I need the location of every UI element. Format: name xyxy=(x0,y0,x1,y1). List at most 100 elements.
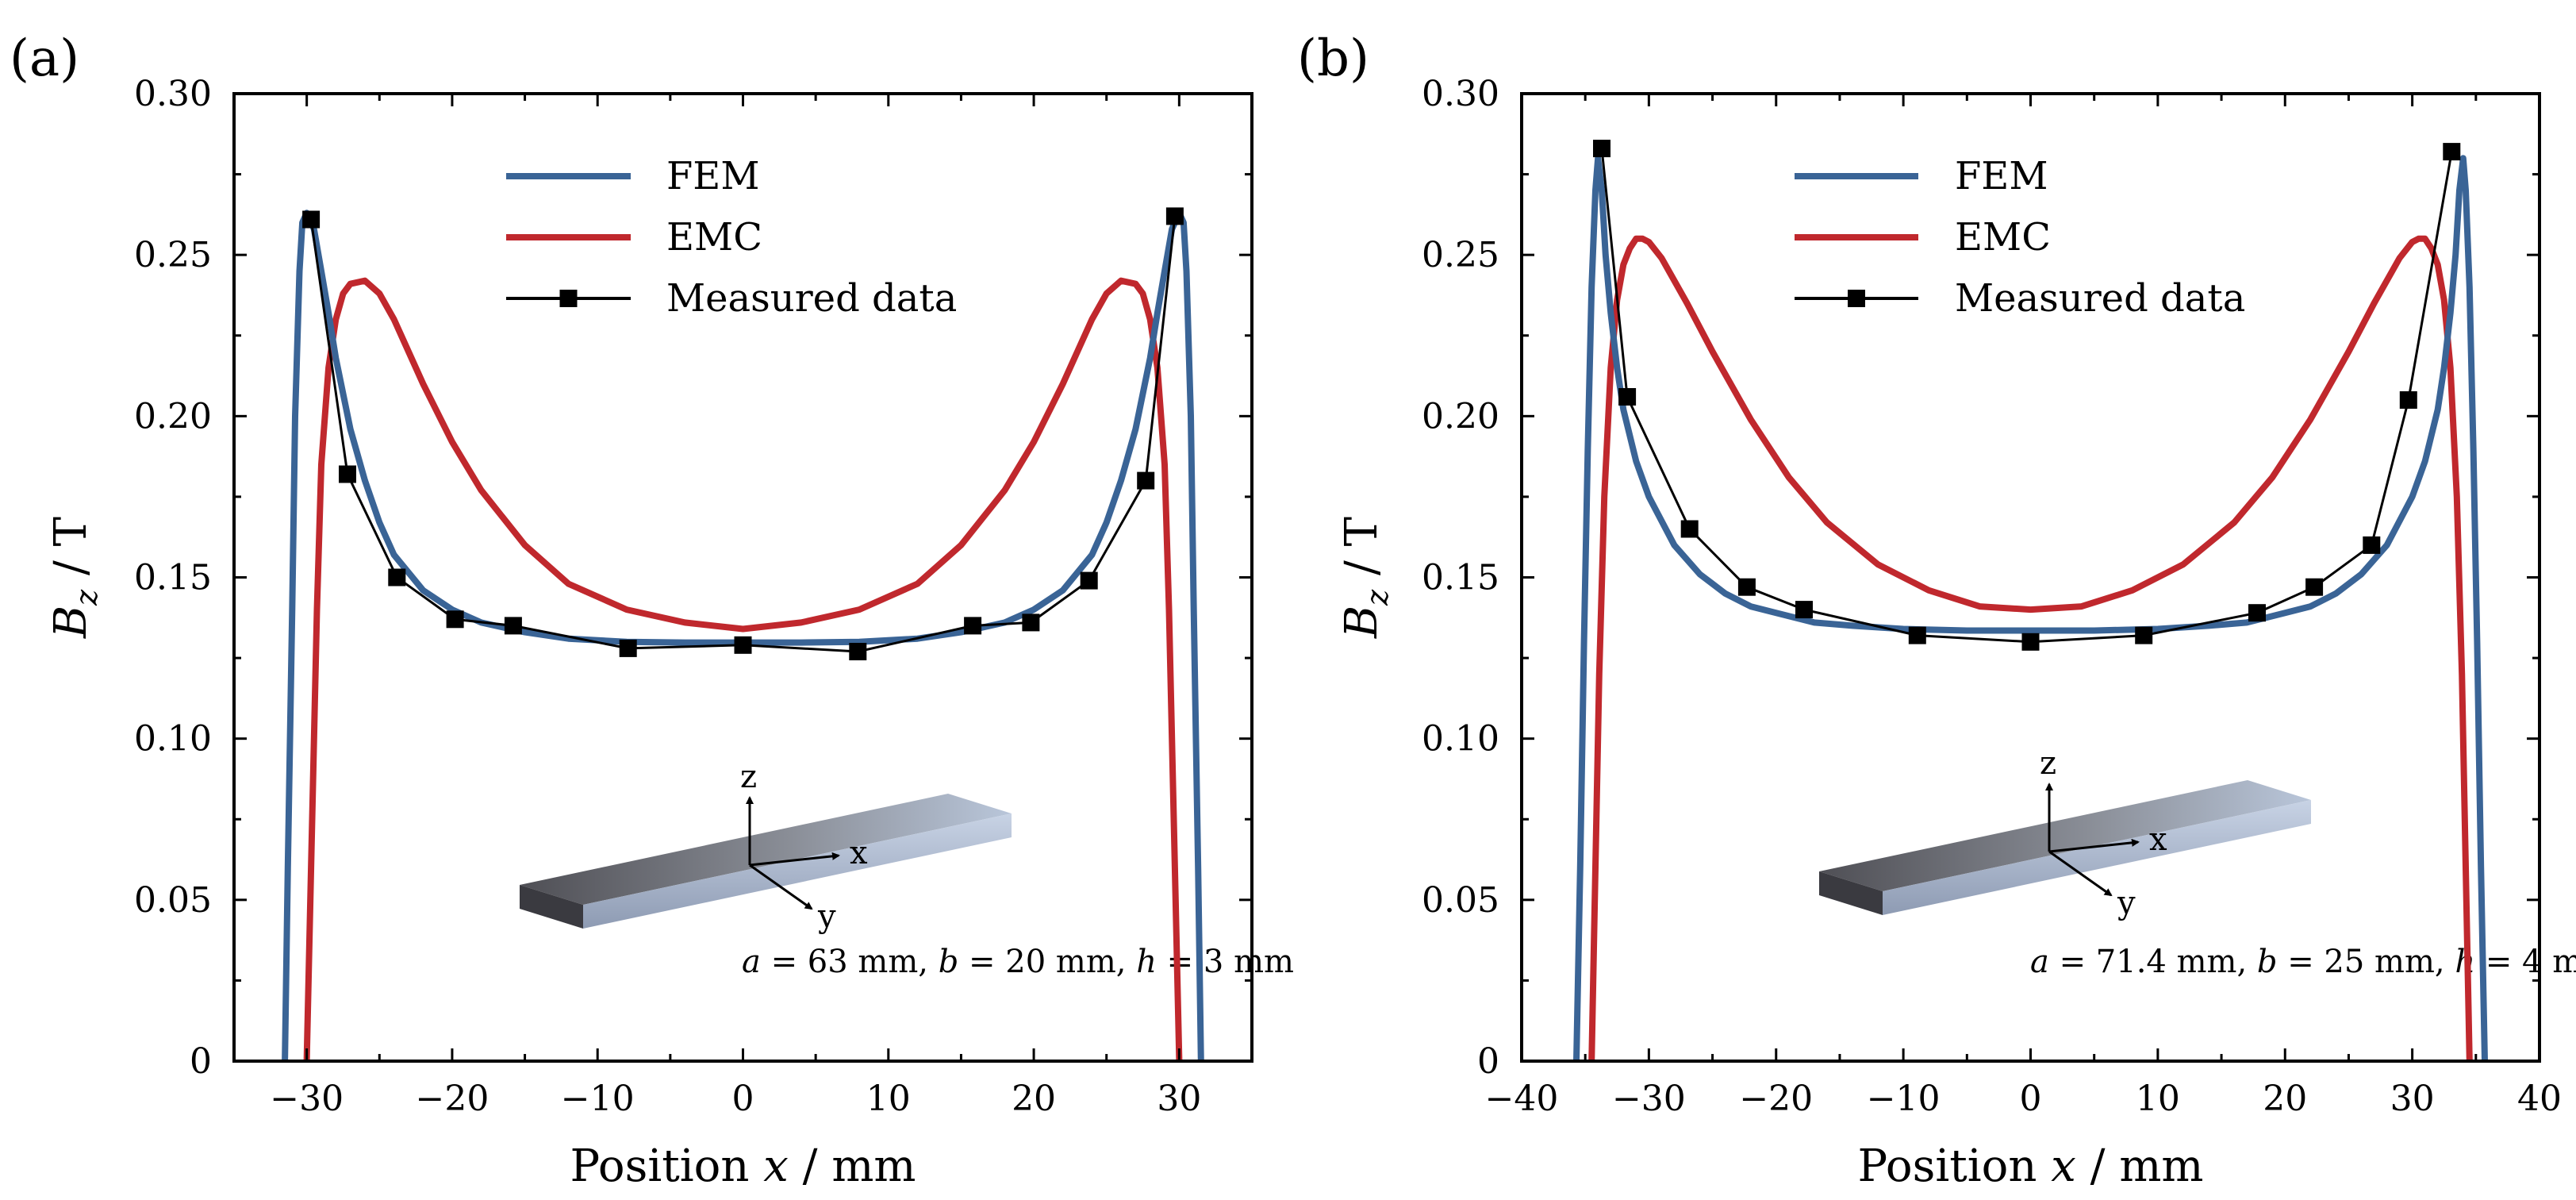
y-axis-title-var: B xyxy=(1336,606,1388,639)
y-tick-label: 0 xyxy=(1477,1041,1499,1082)
measured-point xyxy=(1080,571,1098,590)
y-axis-arrow xyxy=(2048,850,2113,897)
x-tick-label: −30 xyxy=(270,1079,344,1119)
x-tick-label: 30 xyxy=(1157,1079,1201,1119)
y-tick-label: 0.10 xyxy=(1422,719,1499,760)
y-axis-label: y xyxy=(817,898,836,935)
y-axis-title-unit: / T xyxy=(45,517,97,590)
z-axis-label: z xyxy=(2040,745,2056,782)
legend-label: Measured data xyxy=(1955,276,2245,321)
measured-point xyxy=(1908,626,1926,644)
legend-label: Measured data xyxy=(666,276,957,321)
y-tick-label: 0.05 xyxy=(1422,880,1499,921)
x-axis-title: Position x / mm xyxy=(1857,1140,2203,1192)
measured-point xyxy=(1680,520,1699,538)
measured-point xyxy=(2305,578,2324,596)
x-axis-title-unit: / mm xyxy=(2076,1140,2204,1192)
x-tick-label: 0 xyxy=(2020,1079,2042,1119)
panel-label: (a) xyxy=(10,29,79,88)
x-axis-title: Position x / mm xyxy=(570,1140,916,1192)
y-tick-label: 0.30 xyxy=(1422,74,1499,114)
dimension-caption: a = 63 mm, b = 20 mm, h = 3 mm xyxy=(742,944,1294,980)
x-axis-title-var: x xyxy=(2051,1140,2076,1192)
series-line-fem xyxy=(1573,155,2488,1061)
x-tick-label: 30 xyxy=(2390,1079,2435,1119)
y-tick-label: 0.20 xyxy=(134,396,212,437)
caption-part: h xyxy=(1136,944,1157,980)
x-axis-arrow xyxy=(749,852,840,867)
x-axis-label: x xyxy=(2149,821,2167,858)
measured-point xyxy=(504,617,522,635)
caption-part: b xyxy=(939,944,959,980)
z-axis-label: z xyxy=(740,759,757,795)
panel-label: (b) xyxy=(1297,29,1369,88)
measured-point xyxy=(302,210,321,229)
x-tick-label: −20 xyxy=(1739,1079,1813,1119)
x-axis-title-var: x xyxy=(763,1140,789,1192)
legend: FEM EMC Measured data xyxy=(1795,154,2245,321)
sample-plate-inset: z xy a = 63 mm, b = 20 mm, h = 3 mm xyxy=(520,759,1294,980)
y-axis-title: Bz / T xyxy=(45,517,104,639)
x-tick-label: −40 xyxy=(1485,1079,1559,1119)
series-line-emc xyxy=(303,277,1183,1061)
measured-point xyxy=(339,465,356,483)
measured-point xyxy=(1795,601,1813,619)
caption-part: = 25 mm, xyxy=(2277,944,2455,980)
x-axis-title-unit: / mm xyxy=(789,1140,916,1192)
plate-left-face xyxy=(1819,871,1883,915)
measured-point xyxy=(2363,536,2381,554)
y-tick-label: 0.15 xyxy=(134,558,212,598)
y-tick-label: 0.10 xyxy=(134,719,212,760)
measured-point xyxy=(734,636,752,654)
x-tick-label: −10 xyxy=(561,1079,635,1119)
measured-point xyxy=(388,568,406,587)
legend: FEM EMC Measured data xyxy=(506,154,957,321)
measured-point xyxy=(2399,391,2417,409)
measured-point xyxy=(2021,633,2040,651)
x-tick-label: −10 xyxy=(1867,1079,1941,1119)
x-axis-title-prefix: Position xyxy=(570,1140,763,1192)
legend-marker xyxy=(559,290,578,307)
caption-part: = 63 mm, xyxy=(761,944,939,980)
measured-point xyxy=(2248,604,2266,622)
y-axis-title-var: B xyxy=(45,606,97,639)
y-tick-label: 0.30 xyxy=(134,74,212,114)
plate-front-face xyxy=(583,813,1012,929)
x-tick-label: 0 xyxy=(732,1079,754,1119)
measured-point xyxy=(446,610,464,629)
measured-point xyxy=(1593,140,1610,158)
measured-point xyxy=(619,639,637,657)
caption-part: = 20 mm, xyxy=(958,944,1136,980)
x-tick-label: 10 xyxy=(2136,1079,2180,1119)
plate-front-face xyxy=(1883,800,2311,915)
plate-top-face xyxy=(520,794,1012,905)
y-tick-label: 0 xyxy=(190,1041,212,1082)
measured-point xyxy=(1022,613,1040,632)
y-tick-label: 0.15 xyxy=(1422,558,1499,598)
plate-left-face xyxy=(520,885,583,929)
chart-panel-a: (a) z x y a = 63 mm, b = 20 mm, h = 3 mm −30 −… xyxy=(10,29,1294,1192)
y-axis-arrow xyxy=(749,863,813,910)
x-tick-label: 10 xyxy=(866,1079,911,1119)
y-tick-label: 0.20 xyxy=(1422,396,1499,437)
x-tick-label: 20 xyxy=(1012,1079,1056,1119)
caption-part: = 4 mm xyxy=(2475,944,2576,980)
measured-point xyxy=(1137,471,1155,490)
caption-part: a xyxy=(2030,944,2049,980)
legend-label: EMC xyxy=(1955,215,2051,260)
plate-top-face xyxy=(1819,780,2311,891)
measured-point xyxy=(849,643,867,660)
legend-label: FEM xyxy=(1955,154,2048,198)
x-tick-label: 20 xyxy=(2263,1079,2307,1119)
y-tick-label: 0.25 xyxy=(134,235,212,275)
sample-plate-inset: z xy a = 71.4 mm, b = 25 mm, h = 4 mm xyxy=(1819,745,2576,980)
measured-point xyxy=(1165,207,1184,225)
caption-part: a xyxy=(742,944,761,980)
y-axis-title-unit: / T xyxy=(1336,517,1388,590)
y-axis-title: Bz / T xyxy=(1336,517,1395,639)
measured-point xyxy=(2135,626,2153,644)
legend-marker xyxy=(1848,290,1865,307)
